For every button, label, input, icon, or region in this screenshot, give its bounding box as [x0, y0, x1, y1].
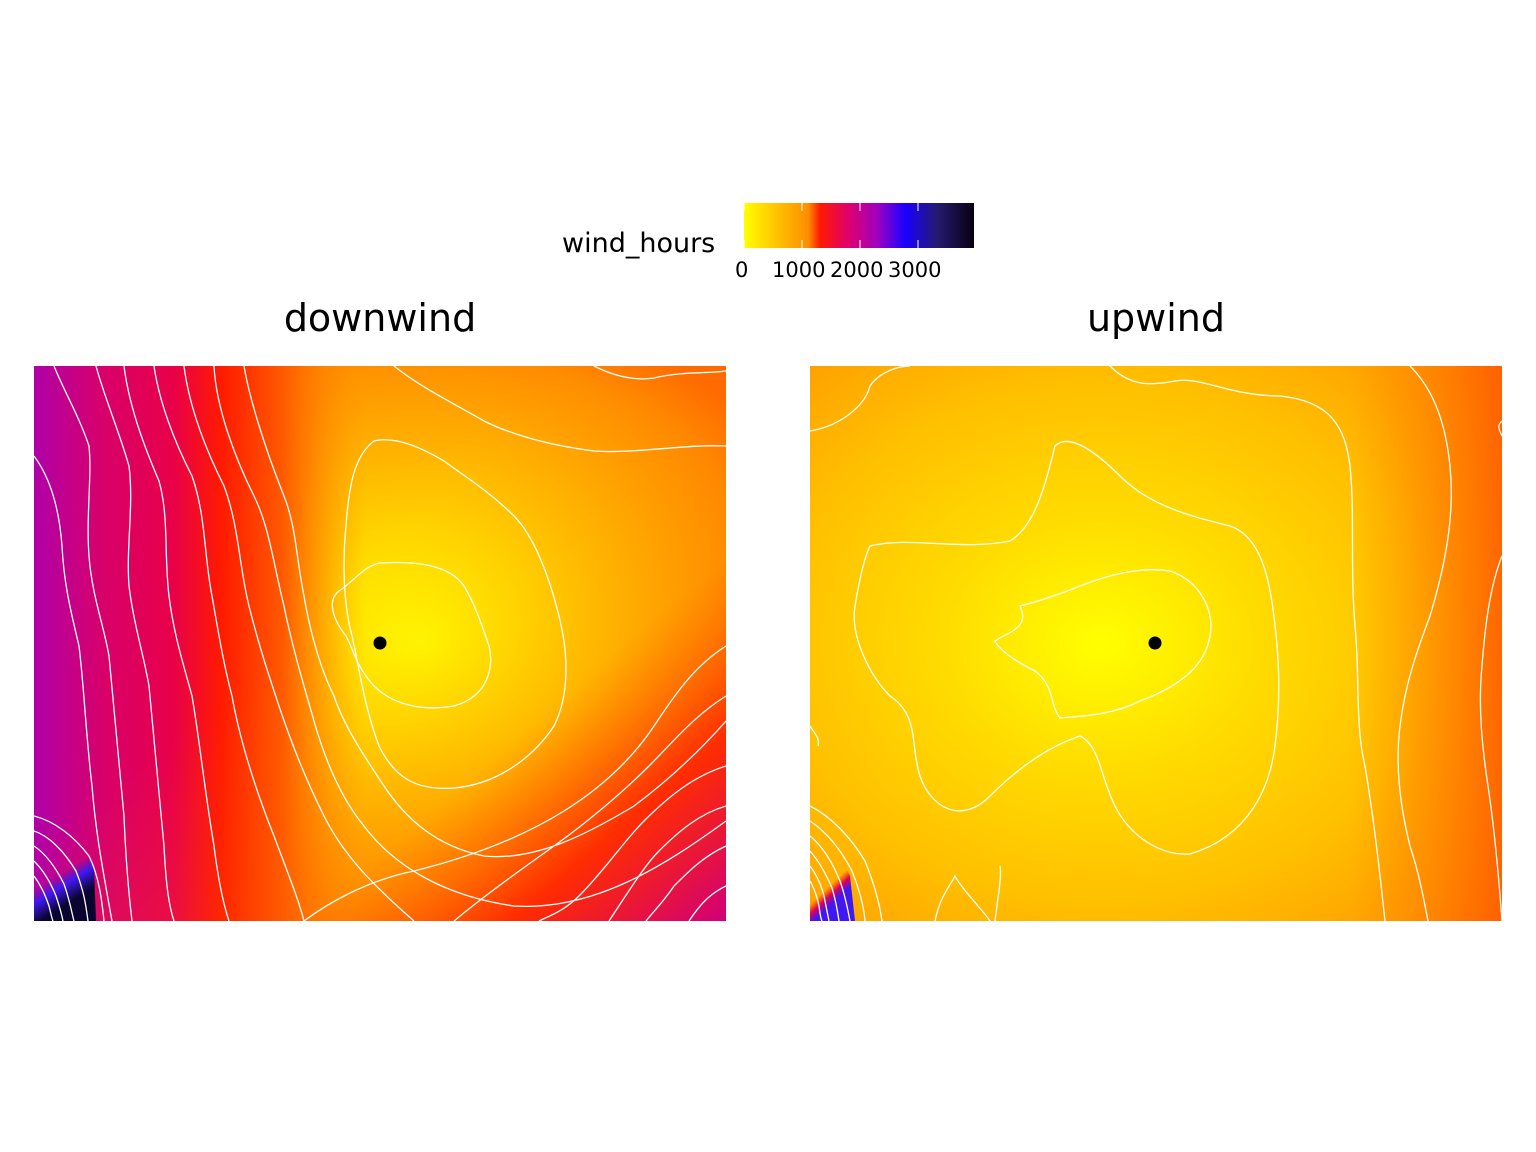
- contour-lines: [34, 366, 726, 921]
- legend-tick-label: 3000: [888, 258, 942, 282]
- legend-colorbar: [744, 203, 974, 248]
- legend-tick-marks: [744, 203, 919, 248]
- heatmap-panel-downwind: [34, 366, 726, 921]
- legend-tick-label: 2000: [830, 258, 884, 282]
- legend-gradient: [744, 203, 974, 248]
- legend-tick-label: 0: [735, 258, 749, 282]
- panel-title-downwind: downwind: [283, 296, 477, 340]
- source-point: [1148, 636, 1162, 650]
- source-point: [373, 636, 387, 650]
- heatmap-panel-upwind: [810, 366, 1502, 921]
- legend-title: wind_hours: [562, 228, 716, 259]
- legend-tick-label: 1000: [772, 258, 826, 282]
- contour-lines: [810, 366, 1502, 921]
- panel-title-upwind: upwind: [1086, 296, 1226, 340]
